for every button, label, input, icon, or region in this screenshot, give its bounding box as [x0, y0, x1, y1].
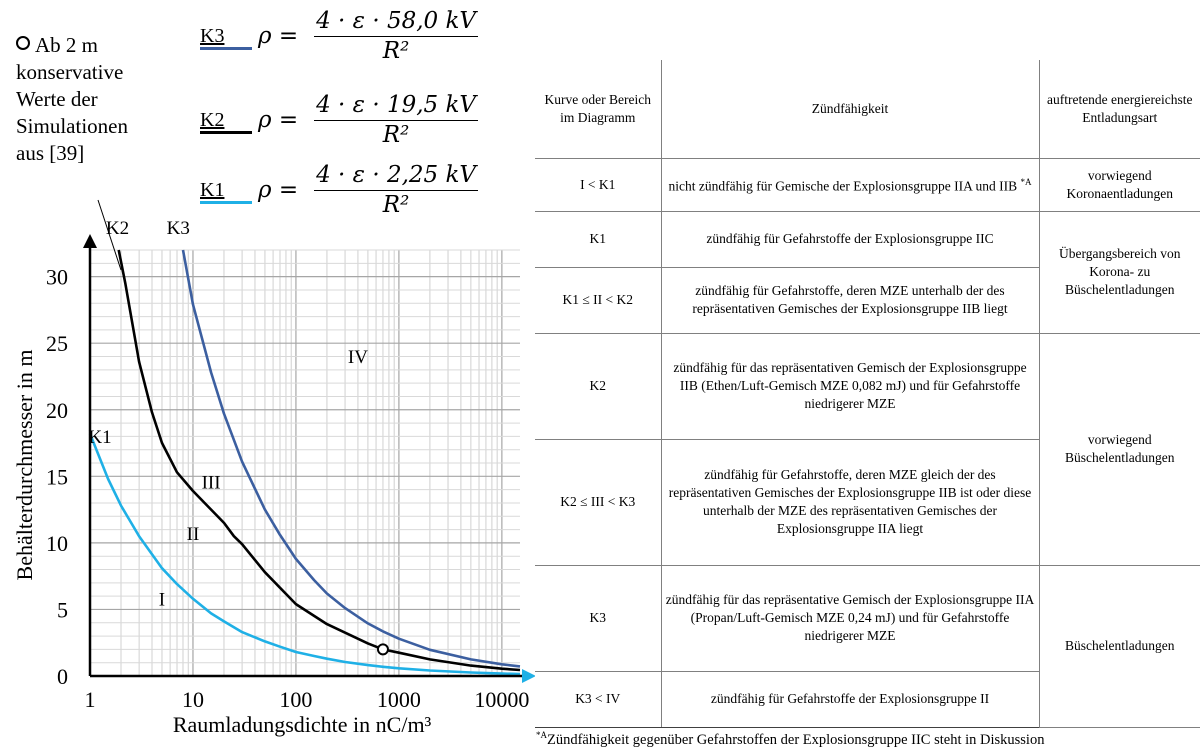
table-header-row: Kurve oder Bereich im Diagramm Zündfähig… — [535, 60, 1200, 159]
formula-lhs: ρ = — [258, 23, 299, 49]
curve-cell: K2 — [535, 332, 662, 440]
y-tick-label: 10 — [46, 531, 68, 556]
y-tick-label: 0 — [57, 664, 68, 689]
region-label: K2 — [106, 218, 129, 239]
x-tick-label: 1000 — [377, 687, 421, 712]
table-row: K2 zündfähig für das repräsentativen Gem… — [535, 332, 1200, 566]
discharge-cell: vorwiegend Büschelentladungen — [1038, 332, 1200, 566]
curve-k2 — [117, 249, 521, 672]
legend-swatch — [200, 200, 252, 204]
chart-grid — [89, 249, 520, 677]
ignition-cell: zündfähig für das repräsentativen Gemisc… — [660, 332, 1040, 440]
curve-cell: K3 < IV — [535, 670, 662, 728]
curve-k3 — [181, 249, 521, 668]
x-axis-arrow-icon — [522, 669, 535, 683]
region-label: K3 — [167, 218, 190, 239]
x-tick-label: 10000 — [474, 687, 529, 712]
discharge-cell: vorwiegend Koronaentladungen — [1038, 157, 1200, 212]
table-row: K3 < IV zündfähig für Gefahrstoffe der E… — [535, 670, 1200, 728]
ignition-text: nicht zündfähig für Gemische der Explosi… — [668, 178, 1018, 194]
ignition-cell: zündfähig für Gefahrstoffe der Explosion… — [660, 670, 1039, 728]
formula-numerator: 4 · ε · 2,25 kV — [314, 162, 479, 191]
y-axis-arrow-icon — [83, 234, 97, 248]
discharge-cell: Büschelentladungen — [1038, 564, 1200, 728]
footnote-mark: *A — [536, 730, 547, 740]
legend-row-k1: K1 ρ = 4 · ε · 2,25 kV R² — [200, 162, 479, 218]
footnote-mark: *A — [1020, 177, 1032, 188]
x-tick-label: 10 — [182, 687, 204, 712]
legend-key-label: K3 — [200, 24, 225, 47]
y-tick-label: 25 — [46, 331, 68, 356]
formula-k3: ρ = 4 · ε · 58,0 kV R² — [258, 8, 479, 64]
table-row: I < K1 nicht zündfähig für Gemische der … — [535, 157, 1200, 212]
formula-k2: ρ = 4 · ε · 19,5 kV R² — [258, 92, 479, 148]
x-axis-label: Raumladungsdichte in nC/m³ — [173, 712, 432, 737]
formula-denominator: R² — [382, 122, 410, 148]
ignition-cell: zündfähig für das repräsentative Gemisch… — [660, 564, 1040, 672]
legend-key-label: K1 — [200, 178, 225, 201]
footnote-text: Zündfähigkeit gegenüber Gefahrstoffen de… — [547, 731, 1045, 748]
table-header: Kurve oder Bereich im Diagramm — [535, 60, 662, 159]
x-tick-label: 1 — [85, 687, 96, 712]
legend-row-k3: K3 ρ = 4 · ε · 58,0 kV R² — [200, 8, 479, 64]
note-line: aus [39] — [16, 141, 85, 165]
table-row: K1 zündfähig für Gefahrstoffe der Explos… — [535, 210, 1200, 334]
ignition-cell: nicht zündfähig für Gemische der Explosi… — [660, 157, 1040, 212]
ignition-cell: zündfähig für Gefahrstoffe, deren MZE un… — [660, 266, 1039, 334]
formula-k1: ρ = 4 · ε · 2,25 kV R² — [258, 162, 479, 218]
ignition-table: Kurve oder Bereich im Diagramm Zündfähig… — [535, 60, 1200, 728]
y-tick-label: 20 — [46, 398, 68, 423]
curve-cell: K1 — [535, 210, 662, 268]
curve-cell: K1 ≤ II < K2 — [535, 266, 662, 334]
note-line: konservative — [16, 60, 124, 84]
formula-numerator: 4 · ε · 19,5 kV — [314, 92, 479, 121]
formula-lhs: ρ = — [258, 107, 299, 133]
formula-lhs: ρ = — [258, 177, 299, 203]
note-line: Werte der — [16, 87, 98, 111]
y-tick-label: 5 — [57, 597, 68, 622]
chart-curves — [88, 249, 521, 676]
region-label: I — [159, 589, 165, 610]
x-tick-label: 100 — [279, 687, 312, 712]
table-row: K3 zündfähig für das repräsentative Gemi… — [535, 564, 1200, 728]
note-leader-line — [97, 199, 122, 271]
region-label: IV — [348, 347, 368, 368]
table-header: Zündfähigkeit — [660, 60, 1040, 159]
simulation-marker — [376, 643, 389, 656]
region-label: III — [202, 472, 221, 493]
y-tick-label: 30 — [46, 265, 68, 290]
note-line: Simulationen — [16, 114, 128, 138]
footnote: *AZündfähigkeit gegenüber Gefahrstoffen … — [536, 730, 1044, 749]
table-row: K2 ≤ III < K3 zündfähig für Gefahrstoffe… — [535, 438, 1200, 566]
simulation-note: Ab 2 m konservative Werte der Simulation… — [16, 32, 186, 167]
region-label: II — [187, 524, 200, 545]
legend-row-k2: K2 ρ = 4 · ε · 19,5 kV R² — [200, 92, 479, 148]
formula-denominator: R² — [382, 38, 410, 64]
ignition-cell: zündfähig für Gefahrstoffe, deren MZE gl… — [660, 438, 1039, 566]
table-header: auftretende energiereichste Entladungsar… — [1038, 60, 1200, 159]
curve-cell: K2 ≤ III < K3 — [535, 438, 662, 566]
y-tick-label: 15 — [46, 464, 68, 489]
curve-cell: I < K1 — [535, 157, 662, 212]
note-line: Ab 2 m — [35, 33, 98, 57]
ignition-cell: zündfähig für Gefahrstoffe der Explosion… — [660, 210, 1040, 268]
curve-cell: K3 — [535, 564, 662, 672]
legend-swatch — [200, 46, 252, 50]
region-label: K1 — [88, 427, 111, 448]
curve-k1 — [88, 433, 521, 676]
legend-key-label: K2 — [200, 108, 225, 131]
formula-numerator: 4 · ε · 58,0 kV — [314, 8, 479, 37]
formula-denominator: R² — [382, 192, 410, 218]
y-axis-label: Behälterdurchmesser in m — [12, 350, 37, 581]
open-circle-marker-icon — [16, 36, 30, 50]
legend-swatch — [200, 130, 252, 134]
chart-axes — [83, 234, 535, 683]
discharge-cell: Übergangsbereich von Korona- zu Büschele… — [1038, 210, 1200, 334]
